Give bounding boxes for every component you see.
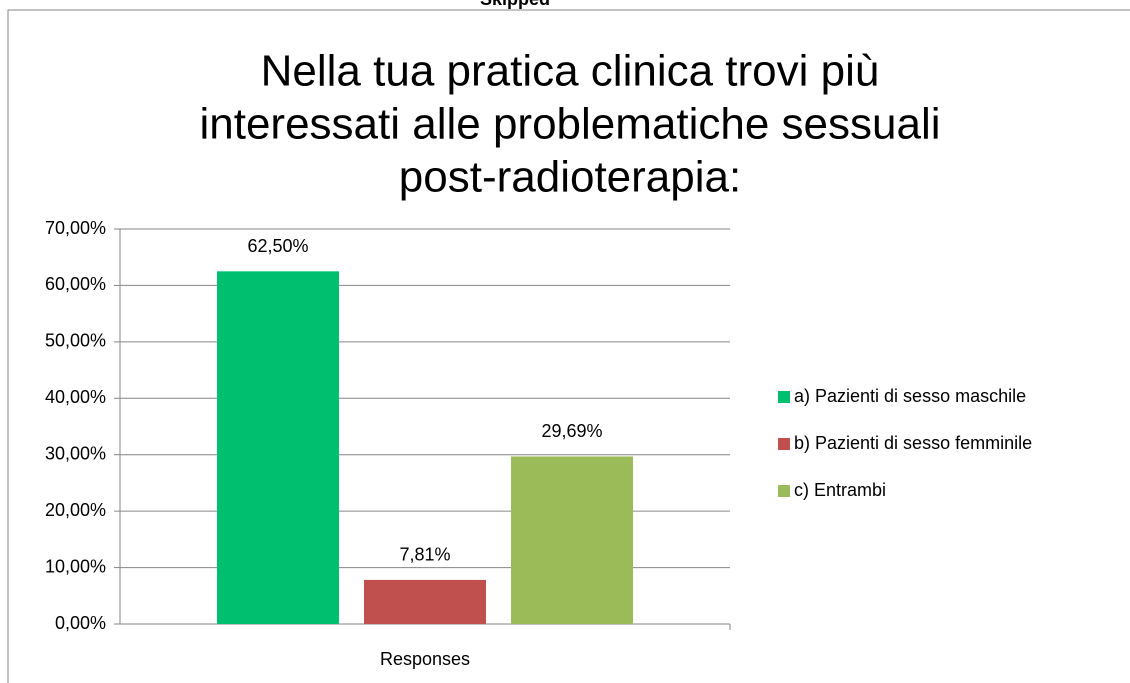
legend-swatch — [778, 485, 790, 497]
data-label: 7,81% — [399, 545, 450, 565]
y-tick-label: 60,00% — [45, 274, 106, 294]
bar — [217, 271, 339, 624]
bar — [511, 456, 633, 624]
y-tick-label: 20,00% — [45, 500, 106, 520]
x-tick-label: Responses — [380, 649, 470, 669]
chart-title: Nella tua pratica clinica trovi più — [261, 47, 880, 96]
chart-title: post-radioterapia: — [399, 153, 741, 202]
legend-swatch — [778, 391, 790, 403]
y-tick-label: 30,00% — [45, 443, 106, 463]
legend-label: a) Pazienti di sesso maschile — [794, 386, 1026, 406]
legend-swatch — [778, 438, 790, 450]
data-label: 29,69% — [541, 421, 602, 441]
clipped-header: Skipped — [480, 0, 550, 9]
bar — [364, 579, 486, 624]
y-tick-label: 50,00% — [45, 331, 106, 351]
y-tick-label: 70,00% — [45, 218, 106, 238]
y-tick-label: 40,00% — [45, 387, 106, 407]
data-label: 62,50% — [247, 236, 308, 256]
y-tick-label: 10,00% — [45, 556, 106, 576]
legend-label: b) Pazienti di sesso femminile — [794, 433, 1032, 453]
legend-label: c) Entrambi — [794, 480, 886, 500]
chart-title: interessati alle problematiche sessuali — [199, 100, 940, 149]
y-tick-label: 0,00% — [55, 613, 106, 633]
